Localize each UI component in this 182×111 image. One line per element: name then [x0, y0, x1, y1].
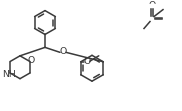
Text: NH: NH	[2, 70, 16, 79]
Text: O: O	[162, 14, 170, 23]
Text: O: O	[28, 56, 35, 65]
Text: O: O	[149, 28, 157, 37]
Text: S: S	[150, 16, 156, 25]
Text: O: O	[162, 16, 170, 25]
Text: O: O	[59, 47, 67, 56]
Text: S: S	[148, 14, 156, 24]
Text: HO: HO	[137, 28, 151, 37]
Text: O: O	[148, 1, 156, 10]
Text: O: O	[149, 4, 157, 13]
Text: O: O	[83, 57, 90, 66]
Bar	[125, 4, 182, 43]
Text: HO: HO	[137, 27, 151, 36]
